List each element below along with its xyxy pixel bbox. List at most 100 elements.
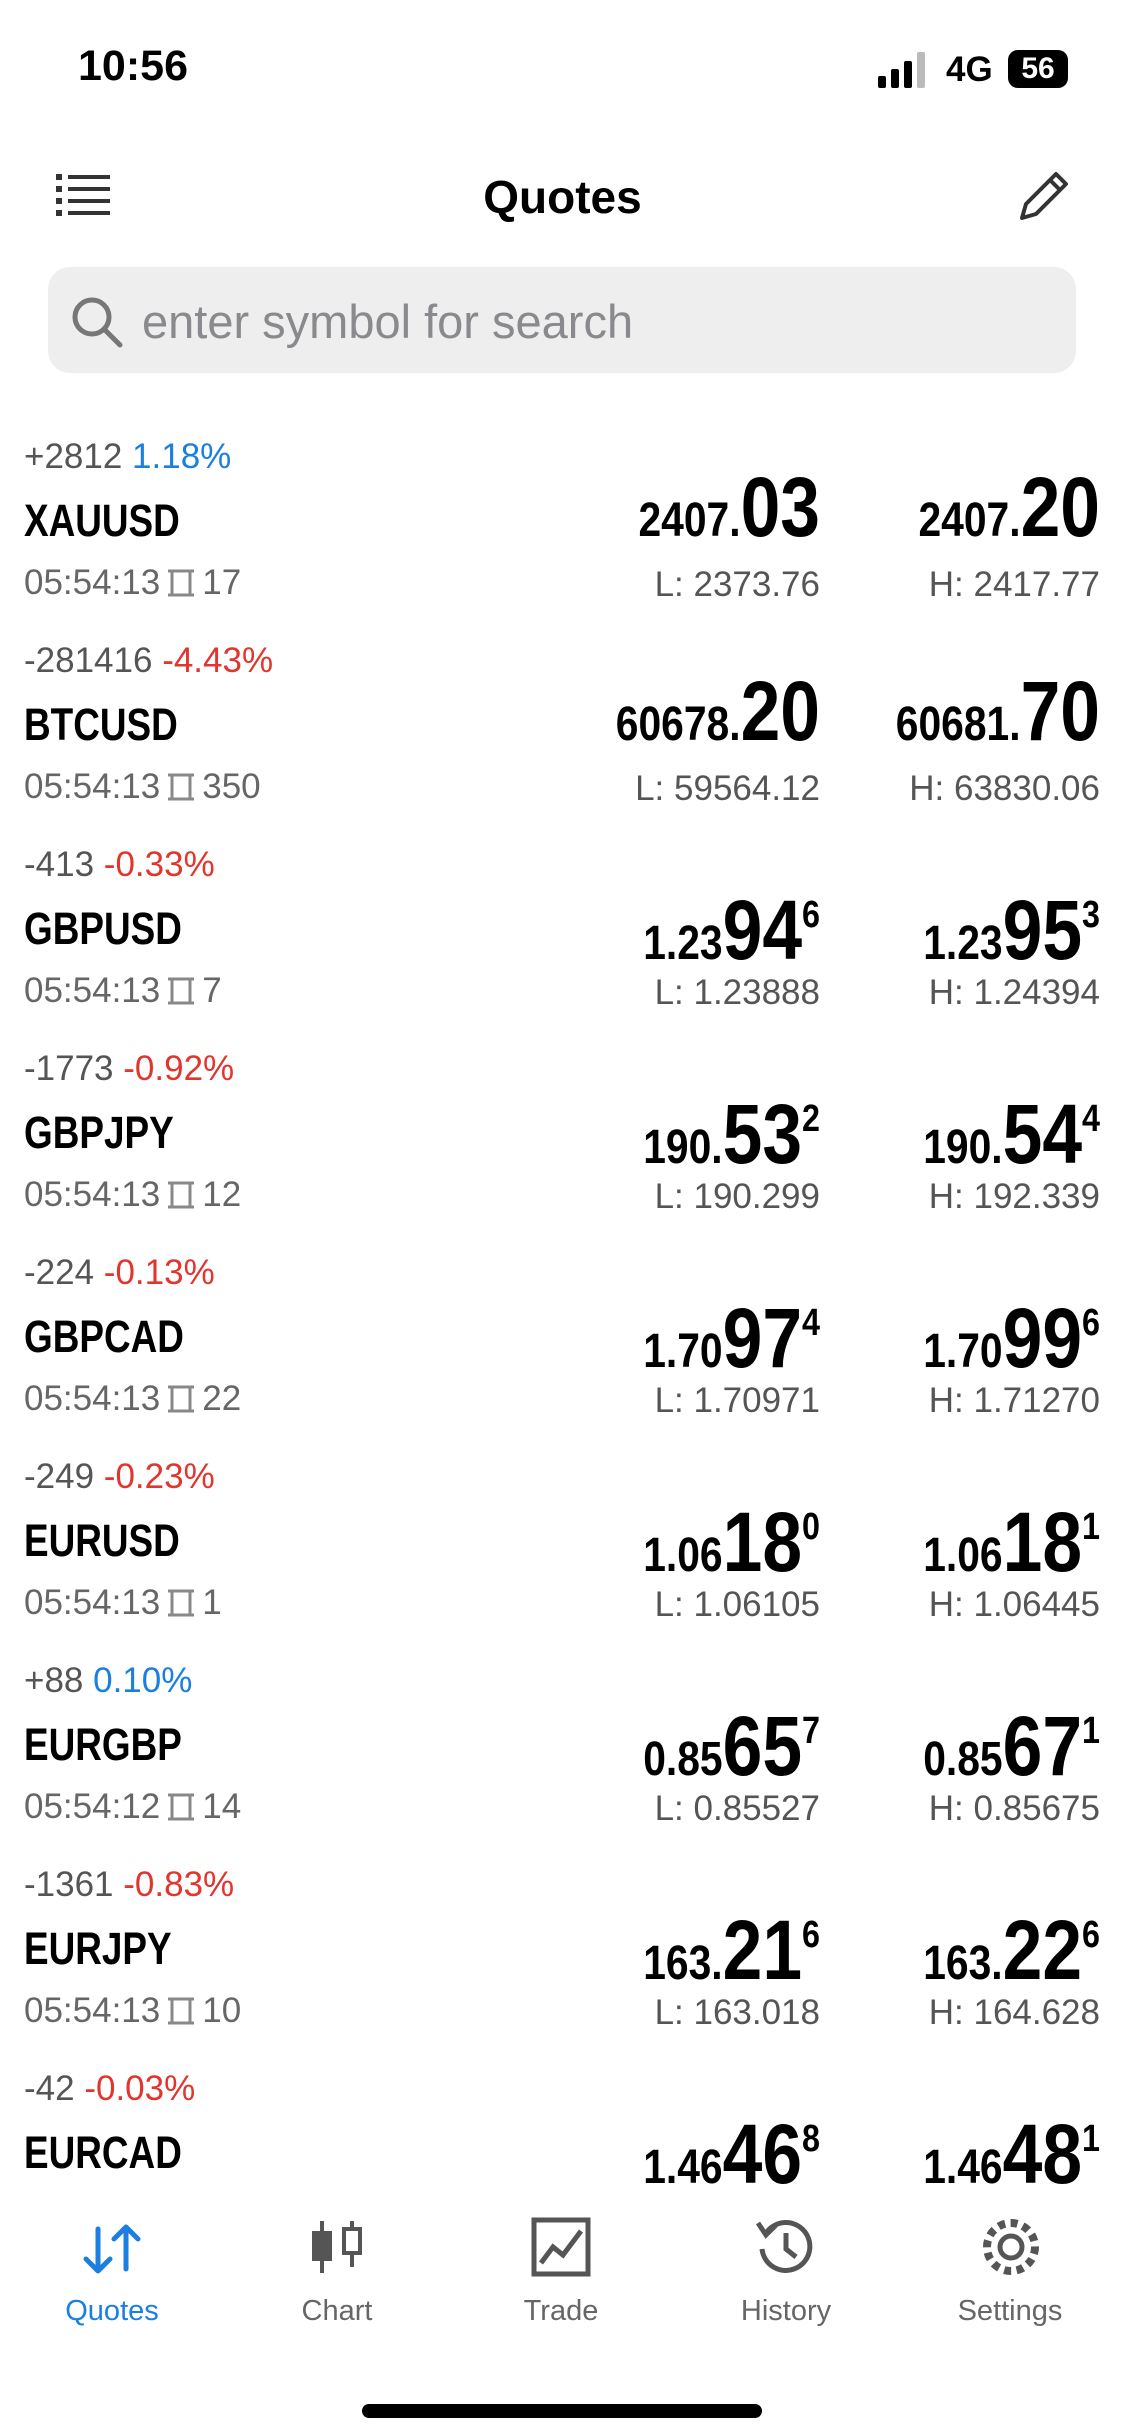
low-price: L: 0.85527 <box>654 1789 820 1828</box>
time-line: 05:54:13 350 <box>24 767 261 807</box>
time-line: 05:54:13 12 <box>24 1175 241 1215</box>
quote-time: 05:54:13 <box>24 767 161 806</box>
price-big: 99 <box>1002 1291 1083 1385</box>
price-small: 2407. <box>918 494 1021 547</box>
time-line: 05:54:13 7 <box>24 971 222 1011</box>
price-pip: 6 <box>802 1914 820 1956</box>
change-percent: -0.92% <box>123 1049 235 1088</box>
change-line: -281416 -4.43% <box>24 641 273 681</box>
spread-icon <box>168 977 195 1005</box>
symbol: EURGBP <box>24 1719 182 1770</box>
tab-label[interactable]: History <box>740 2295 832 2327</box>
symbol: EURUSD <box>24 1515 180 1566</box>
price-pip: 2 <box>802 1098 820 1140</box>
price-big: 65 <box>722 1699 803 1793</box>
change-line: +2812 1.18% <box>24 437 231 477</box>
tab-icon <box>755 2219 813 2273</box>
price-small: 0.85 <box>923 1733 1003 1786</box>
battery: 56 <box>1008 50 1068 88</box>
change-percent: -0.83% <box>123 1865 235 1904</box>
tab-bar: Quotes Chart Trade History Settings <box>0 2191 1125 2436</box>
bid-price: 1.70974 <box>565 1273 820 1413</box>
price-small: 1.70 <box>923 1325 1003 1378</box>
price-small: 1.23 <box>643 917 723 970</box>
change-points: -249 <box>24 1457 95 1496</box>
price-small: 163. <box>643 1937 723 1990</box>
quote-row[interactable]: -413 -0.33% GBPUSD 05:54:13 7 1.23946 1.23953… <box>0 843 1125 1047</box>
quote-time: 05:54:13 <box>24 1991 161 2030</box>
page-title: Quotes <box>483 171 642 223</box>
spread: 17 <box>202 563 242 602</box>
search-field[interactable]: enter symbol for search <box>48 267 1076 373</box>
high-price: H: 0.85675 <box>928 1789 1100 1828</box>
price-pip: 6 <box>1082 1302 1100 1344</box>
spread-icon <box>168 1181 195 1209</box>
bid-price: 1.46468 <box>565 2089 820 2191</box>
search-placeholder: enter symbol for search <box>142 295 634 348</box>
change-points: +2812 <box>24 437 123 476</box>
price-small: 2407. <box>638 494 741 547</box>
price-big: 46 <box>722 2107 803 2191</box>
quote-row[interactable]: -1773 -0.92% GBPJPY 05:54:13 12 190.532 190.5… <box>0 1047 1125 1251</box>
spread-icon <box>168 1997 195 2025</box>
change-line: +88 0.10% <box>24 1661 192 1701</box>
time-line: 05:54:12 14 <box>24 1787 241 1827</box>
high-price: H: 1.24394 <box>928 973 1100 1012</box>
low-price: L: 1.06105 <box>654 1585 820 1624</box>
price-big: 18 <box>722 1495 803 1589</box>
price-big: 20 <box>1020 460 1100 554</box>
symbol: GBPJPY <box>24 1107 174 1158</box>
quote-row[interactable]: -42 -0.03% EURCAD 1.46468 1.46481 <box>0 2067 1125 2191</box>
spread-icon <box>168 569 195 597</box>
symbol: EURJPY <box>24 1923 172 1974</box>
price-small: 1.06 <box>923 1529 1003 1582</box>
spread: 12 <box>202 1175 242 1214</box>
price-big: 54 <box>1002 1087 1083 1181</box>
ask-price: 60681.70 <box>845 661 1100 786</box>
bid-price: 163.216 <box>565 1885 820 2025</box>
tab-icon <box>83 2224 141 2274</box>
change-points: -224 <box>24 1253 95 1292</box>
tab-label[interactable]: Chart <box>301 2295 373 2327</box>
change-line: -413 -0.33% <box>24 845 215 885</box>
tab-icon <box>531 2217 591 2277</box>
bid-price: 60678.20 <box>565 661 820 786</box>
price-big: 53 <box>722 1087 803 1181</box>
quote-row[interactable]: +88 0.10% EURGBP 05:54:12 14 0.85657 0.85671 L… <box>0 1659 1125 1863</box>
price-big: 03 <box>740 460 820 554</box>
menu-button[interactable] <box>56 172 112 220</box>
quote-time: 05:54:13 <box>24 563 161 602</box>
price-pip: 8 <box>802 2118 820 2160</box>
price-small: 1.46 <box>643 2141 723 2191</box>
price-big: 20 <box>740 664 820 758</box>
price-small: 190. <box>923 1121 1003 1174</box>
price-big: 70 <box>1020 664 1100 758</box>
quote-row[interactable]: -249 -0.23% EURUSD 05:54:13 1 1.06180 1.06181… <box>0 1455 1125 1659</box>
price-pip: 3 <box>1082 894 1100 936</box>
quote-time: 05:54:13 <box>24 1583 161 1622</box>
price-small: 60681. <box>895 698 1021 751</box>
edit-button[interactable] <box>1016 168 1072 224</box>
quote-row[interactable]: -281416 -4.43% BTCUSD 05:54:13 350 60678.20 6… <box>0 639 1125 843</box>
quote-row[interactable]: -1361 -0.83% EURJPY 05:54:13 10 163.216 163.2… <box>0 1863 1125 2067</box>
ask-price: 1.23953 <box>845 865 1100 1005</box>
ask-price: 1.70996 <box>845 1273 1100 1413</box>
high-price: H: 164.628 <box>928 1993 1100 2032</box>
spread: 10 <box>202 1991 242 2030</box>
high-price: H: 1.06445 <box>928 1585 1100 1624</box>
price-small: 1.06 <box>643 1529 723 1582</box>
price-small: 1.46 <box>923 2141 1003 2191</box>
change-percent: -0.03% <box>84 2069 196 2108</box>
price-small: 163. <box>923 1937 1003 1990</box>
tab-label[interactable]: Quotes <box>65 2295 159 2327</box>
search-icon <box>72 297 123 348</box>
change-points: -281416 <box>24 641 153 680</box>
change-points: -413 <box>24 845 95 884</box>
quote-row[interactable]: +2812 1.18% XAUUSD 05:54:13 17 2407.03 2407.2… <box>0 435 1125 639</box>
ask-price: 1.06181 <box>845 1477 1100 1617</box>
tab-label[interactable]: Settings <box>957 2295 1063 2327</box>
spread: 7 <box>202 971 222 1010</box>
quote-row[interactable]: -224 -0.13% GBPCAD 05:54:13 22 1.70974 1.7099… <box>0 1251 1125 1455</box>
tab-label[interactable]: Trade <box>523 2295 599 2327</box>
